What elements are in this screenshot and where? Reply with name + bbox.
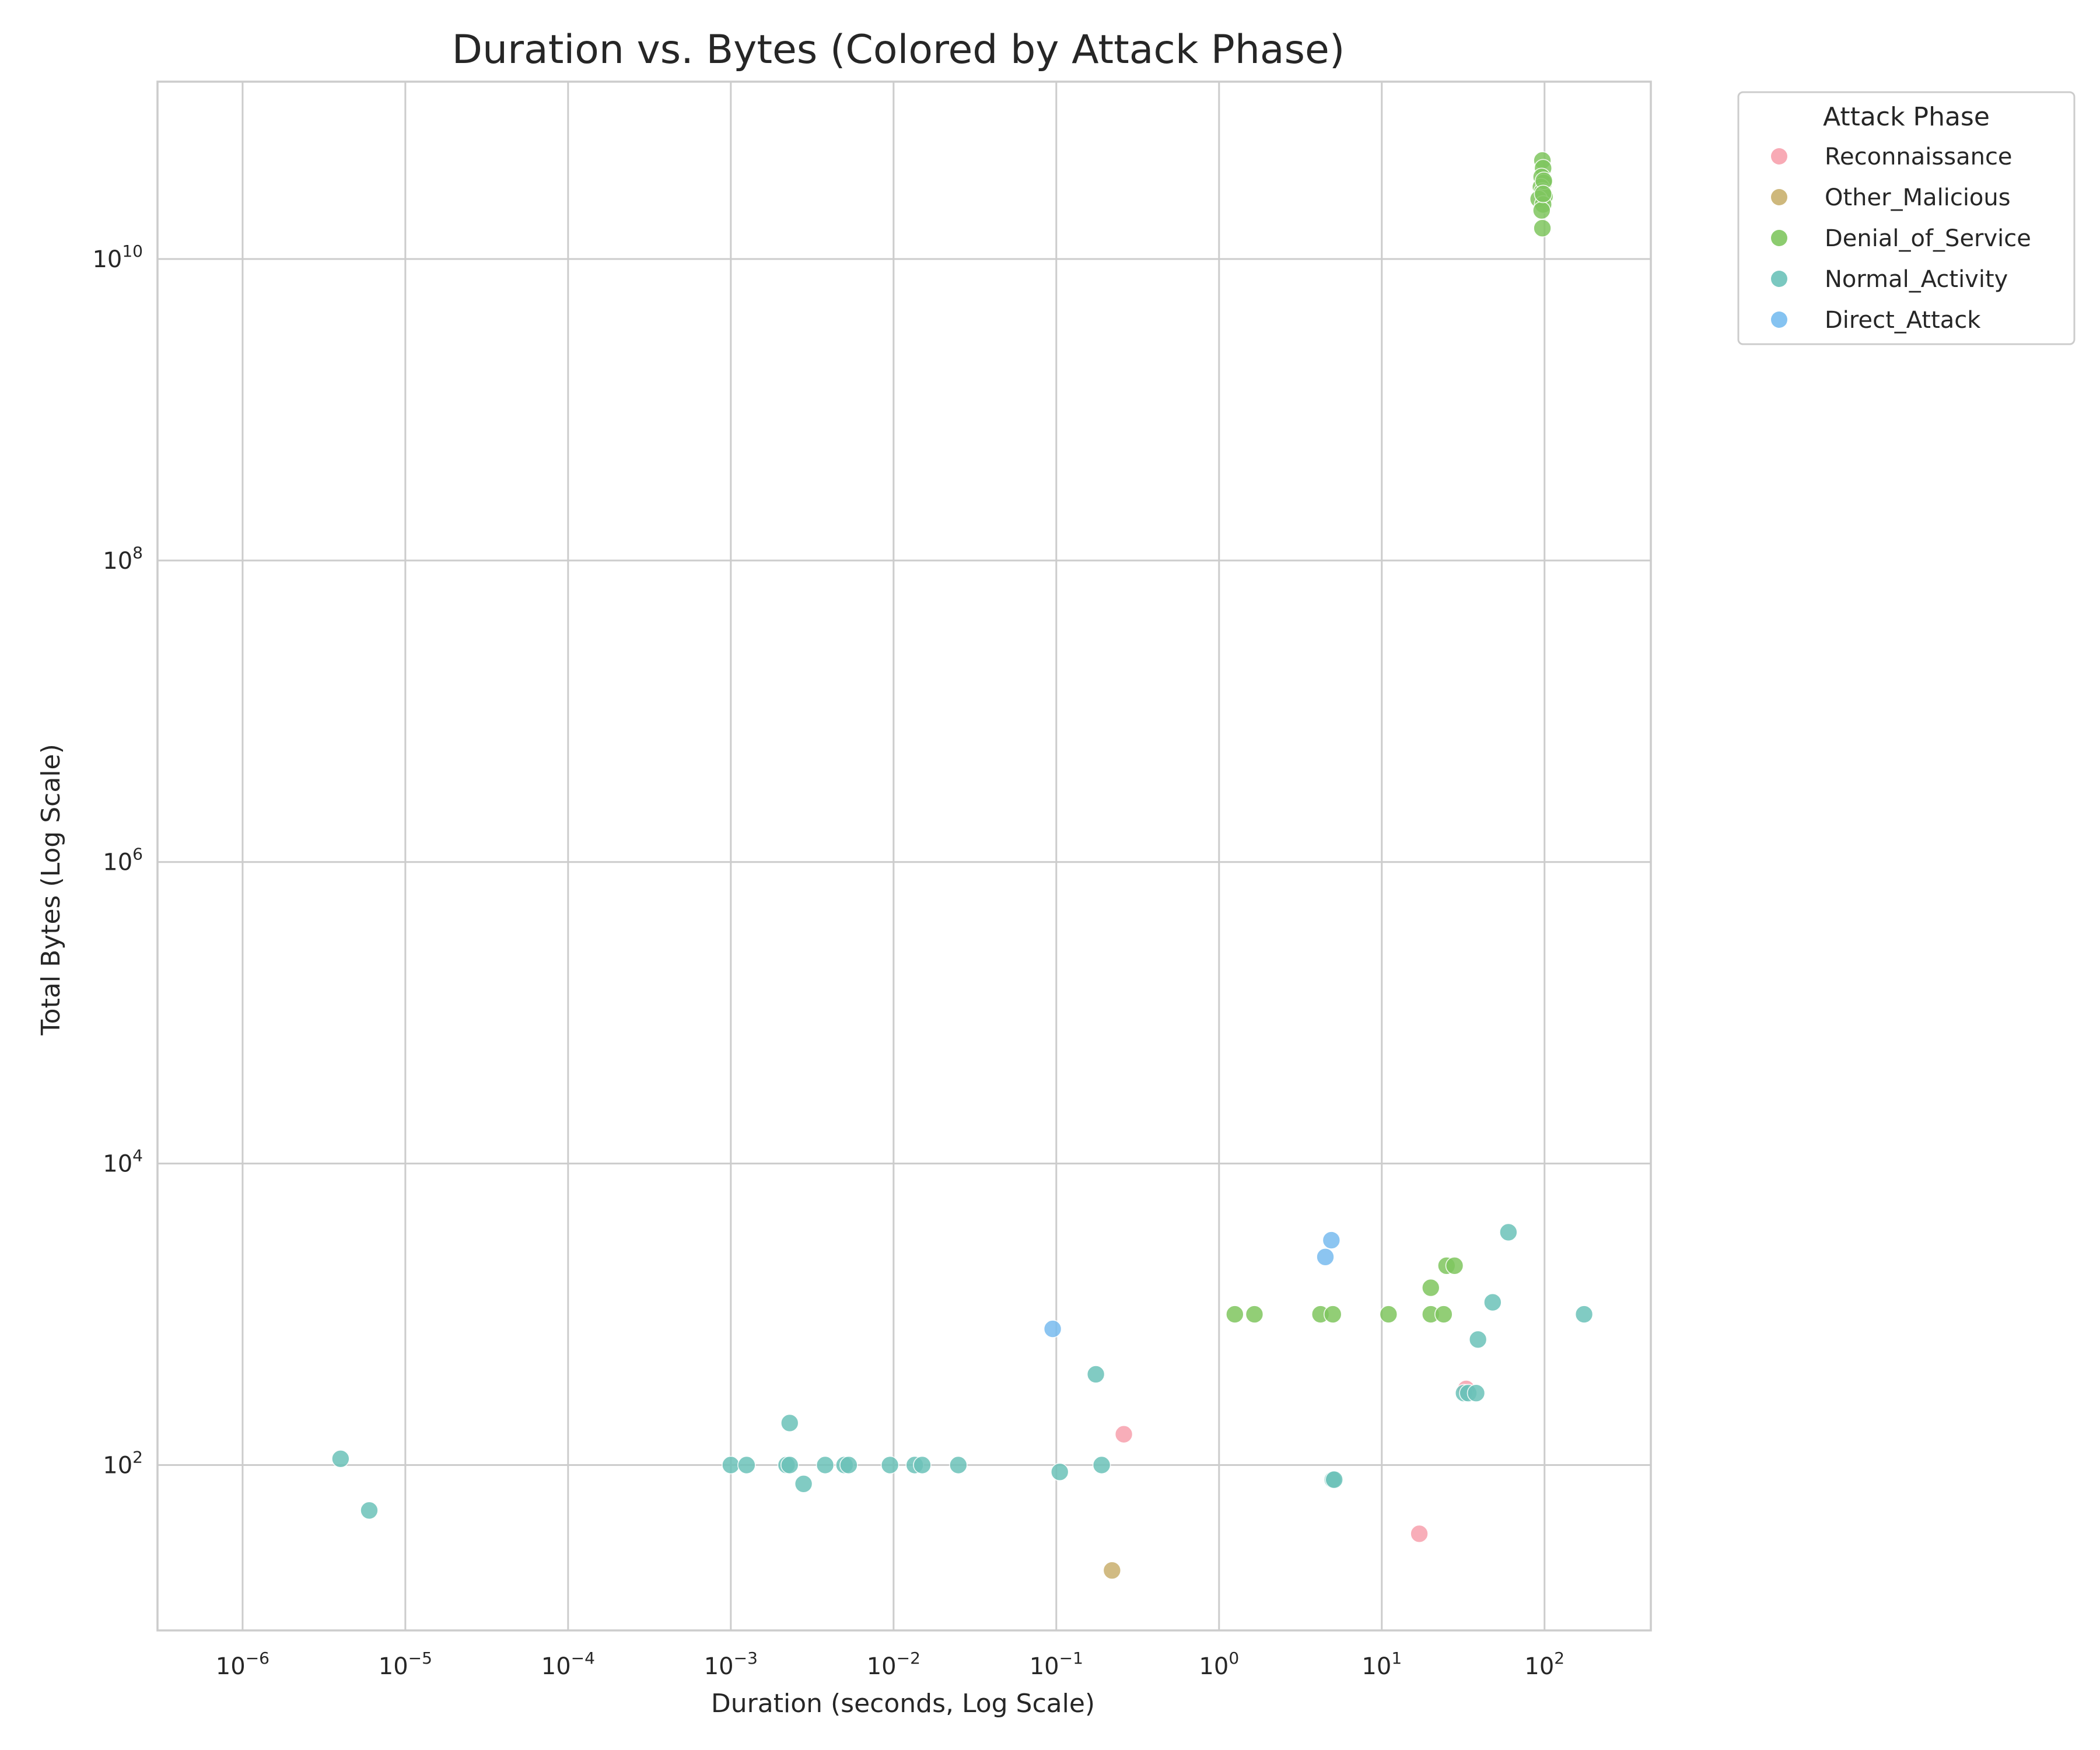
series-other-malicious bbox=[1102, 1561, 1122, 1580]
legend-marker bbox=[1771, 189, 1787, 205]
data-point bbox=[360, 1501, 379, 1520]
legend-marker bbox=[1771, 312, 1787, 328]
data-point bbox=[880, 1455, 900, 1475]
series-denial-of-service bbox=[1226, 151, 1554, 1324]
data-point bbox=[1050, 1462, 1069, 1482]
data-point bbox=[816, 1455, 835, 1475]
data-point bbox=[1379, 1305, 1398, 1324]
data-point bbox=[780, 1455, 799, 1475]
data-point bbox=[1092, 1455, 1111, 1475]
series-normal-activity bbox=[331, 1223, 1594, 1520]
x-tick-label: 10−5 bbox=[379, 1648, 432, 1680]
data-point bbox=[1322, 1231, 1341, 1250]
grid-lines bbox=[158, 82, 1651, 1630]
legend-items: Reconnaissance Other_Malicious Denial_of_S… bbox=[1771, 144, 2031, 334]
x-tick-label: 10−1 bbox=[1030, 1648, 1083, 1680]
data-point bbox=[1316, 1248, 1335, 1266]
data-point bbox=[1574, 1305, 1594, 1324]
x-tick-label: 10−3 bbox=[704, 1648, 758, 1680]
y-tick-label: 106 bbox=[103, 845, 143, 876]
legend-entry: Reconnaissance bbox=[1825, 144, 2013, 170]
x-tick-label: 100 bbox=[1199, 1648, 1239, 1680]
y-tick-label: 104 bbox=[103, 1146, 143, 1178]
x-tick-label: 101 bbox=[1362, 1648, 1402, 1680]
series-direct-attack bbox=[1043, 1231, 1341, 1338]
chart-title: Duration vs. Bytes (Colored by Attack Ph… bbox=[452, 27, 1345, 73]
data-point bbox=[839, 1455, 858, 1475]
legend-marker bbox=[1771, 271, 1787, 287]
legend: Attack Phase Reconnaissance Other_Malicio… bbox=[1737, 91, 2076, 345]
legend-marker bbox=[1771, 148, 1787, 164]
legend-marker bbox=[1771, 230, 1787, 246]
data-point bbox=[949, 1455, 968, 1475]
y-tick-label: 102 bbox=[103, 1448, 143, 1479]
data-point bbox=[1245, 1305, 1264, 1324]
data-point bbox=[1533, 219, 1552, 238]
data-point bbox=[1499, 1223, 1518, 1242]
data-points bbox=[331, 151, 1594, 1580]
x-tick-label: 10−4 bbox=[541, 1648, 595, 1680]
y-tick-label: 108 bbox=[103, 543, 143, 575]
legend-entry: Direct_Attack bbox=[1825, 307, 1981, 334]
x-tick-labels: 10−6 10−5 10−4 10−3 10−2 10−1 100 101 102 bbox=[216, 1648, 1564, 1680]
legend-title: Attack Phase bbox=[1823, 102, 1990, 132]
data-point bbox=[794, 1474, 813, 1493]
data-point bbox=[913, 1455, 932, 1475]
x-tick-label: 10−2 bbox=[867, 1648, 921, 1680]
y-tick-labels: 102 104 106 108 1010 bbox=[92, 242, 143, 1479]
x-tick-label: 102 bbox=[1524, 1648, 1564, 1680]
legend-entry: Other_Malicious bbox=[1825, 184, 2011, 211]
data-point bbox=[737, 1455, 756, 1475]
y-axis-label: Total Bytes (Log Scale) bbox=[36, 744, 66, 1036]
data-point bbox=[1410, 1524, 1429, 1544]
data-point bbox=[1086, 1365, 1105, 1384]
data-point bbox=[1325, 1470, 1343, 1489]
data-point bbox=[1043, 1320, 1062, 1338]
data-point bbox=[1114, 1424, 1133, 1444]
x-tick-label: 10−6 bbox=[216, 1648, 270, 1680]
data-point bbox=[331, 1450, 350, 1468]
data-point bbox=[1226, 1305, 1244, 1324]
data-point bbox=[780, 1413, 799, 1433]
data-point bbox=[1468, 1330, 1488, 1349]
data-point bbox=[1534, 184, 1553, 204]
data-point bbox=[1532, 201, 1551, 220]
data-point bbox=[1102, 1561, 1122, 1580]
series-reconnaissance bbox=[1114, 1380, 1476, 1544]
data-point bbox=[1434, 1305, 1453, 1324]
data-point bbox=[1483, 1293, 1502, 1312]
data-point bbox=[1466, 1384, 1486, 1403]
data-point bbox=[1323, 1305, 1342, 1324]
legend-entry: Normal_Activity bbox=[1825, 266, 2008, 293]
legend-box bbox=[1737, 91, 2076, 345]
plot-frame bbox=[156, 80, 1652, 1632]
data-point bbox=[1421, 1278, 1440, 1297]
data-point bbox=[1445, 1256, 1464, 1275]
y-tick-label: 1010 bbox=[92, 242, 143, 273]
legend-entry: Denial_of_Service bbox=[1825, 225, 2031, 252]
x-axis-label: Duration (seconds, Log Scale) bbox=[711, 1689, 1095, 1718]
data-point bbox=[722, 1455, 740, 1475]
